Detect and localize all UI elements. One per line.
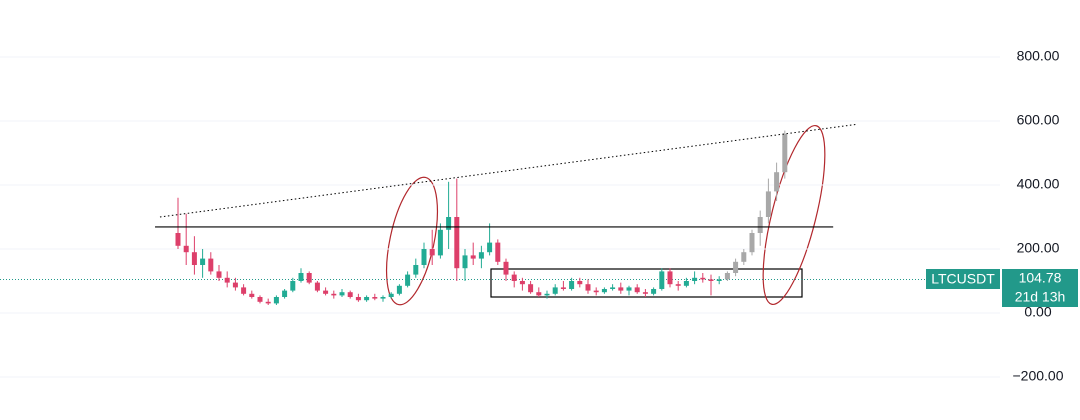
- candle-body: [683, 281, 689, 286]
- candle-body: [200, 258, 206, 265]
- candle-body: [569, 281, 575, 289]
- candle-body: [396, 285, 402, 294]
- candle-body: [232, 282, 238, 288]
- candle-body: [405, 274, 411, 286]
- candle-body: [446, 217, 452, 230]
- candle-body: [577, 281, 583, 285]
- candle-body: [724, 273, 730, 280]
- candle-body: [183, 245, 189, 253]
- y-tick-label: 400.00: [1017, 176, 1060, 192]
- candle-body: [224, 277, 230, 283]
- candle-body: [265, 301, 271, 304]
- candle-body: [495, 242, 501, 262]
- candle-body: [585, 284, 591, 291]
- candle-body: [544, 293, 550, 296]
- candle-body: [618, 287, 624, 291]
- candle-body: [667, 271, 673, 285]
- candle-body: [273, 297, 279, 304]
- highlight-ellipse: [762, 124, 826, 306]
- candle-body: [364, 297, 370, 301]
- candle-body: [757, 217, 763, 233]
- candle-body: [298, 273, 304, 281]
- candle-body: [610, 287, 616, 289]
- candle-body: [716, 279, 722, 281]
- candle-body: [651, 289, 657, 294]
- candle-body: [642, 292, 648, 294]
- candle-body: [216, 271, 222, 278]
- symbol: LTCUSDT: [931, 271, 995, 287]
- price-label: LTCUSDT 104.78 21d 13h: [926, 269, 1078, 307]
- candle-body: [241, 287, 247, 294]
- candle-body: [487, 242, 493, 253]
- candle-body: [437, 229, 443, 256]
- candle-body: [388, 293, 394, 297]
- candle-body: [208, 258, 214, 272]
- candle-body: [462, 255, 468, 269]
- candle-body: [675, 284, 681, 286]
- price-badge: [1002, 269, 1078, 307]
- candle-body: [175, 233, 181, 246]
- symbol-badge: [926, 269, 1000, 289]
- range-box: [490, 268, 803, 298]
- y-tick-label: 0.00: [1024, 304, 1051, 320]
- candle-body: [249, 293, 255, 297]
- candle-body: [700, 277, 706, 280]
- candle-body: [429, 249, 435, 256]
- candle-body: [372, 297, 378, 299]
- candle-body: [191, 252, 197, 265]
- candle-body: [314, 282, 320, 291]
- y-tick-label: 200.00: [1017, 240, 1060, 256]
- candle-body: [560, 287, 566, 289]
- candle-body: [454, 217, 460, 269]
- candle-body: [692, 277, 698, 281]
- candle-body: [306, 273, 312, 283]
- candle-body: [749, 233, 755, 253]
- y-tick-label: 600.00: [1017, 112, 1060, 128]
- candle-body: [765, 191, 771, 217]
- candle-body: [355, 297, 361, 301]
- candle-body: [413, 265, 419, 275]
- highlight-ellipse: [385, 176, 439, 306]
- candle-body: [593, 290, 599, 293]
- candle-body: [470, 255, 476, 259]
- candle-body: [257, 297, 263, 302]
- candle-body: [347, 292, 353, 297]
- candle-body: [323, 290, 329, 294]
- candle-body: [774, 172, 780, 192]
- last-price: 104.78: [1019, 270, 1062, 286]
- candle-body: [380, 297, 386, 299]
- candle-body: [511, 274, 517, 281]
- candle-body: [339, 292, 345, 296]
- candle-body: [708, 279, 714, 281]
- candle-body: [552, 287, 558, 294]
- candle-body: [331, 293, 337, 296]
- candle-body: [478, 252, 484, 259]
- candle-body: [536, 292, 542, 296]
- candle-body: [634, 287, 640, 293]
- candle-body: [601, 289, 607, 293]
- candle-body: [626, 287, 632, 291]
- trend-line: [159, 123, 858, 218]
- candle-body: [421, 249, 427, 265]
- candle-body: [503, 261, 509, 275]
- candle-body: [290, 281, 296, 291]
- y-tick-label: 800.00: [1017, 48, 1060, 64]
- candle-body: [282, 290, 288, 297]
- candle-body: [733, 261, 739, 273]
- candle-body: [782, 133, 788, 173]
- candle-body: [528, 284, 534, 293]
- y-tick-label: −200.00: [1013, 368, 1064, 384]
- countdown: 21d 13h: [1015, 289, 1066, 305]
- candle-body: [519, 281, 525, 285]
- candle-body: [659, 271, 665, 289]
- candle-body: [741, 252, 747, 262]
